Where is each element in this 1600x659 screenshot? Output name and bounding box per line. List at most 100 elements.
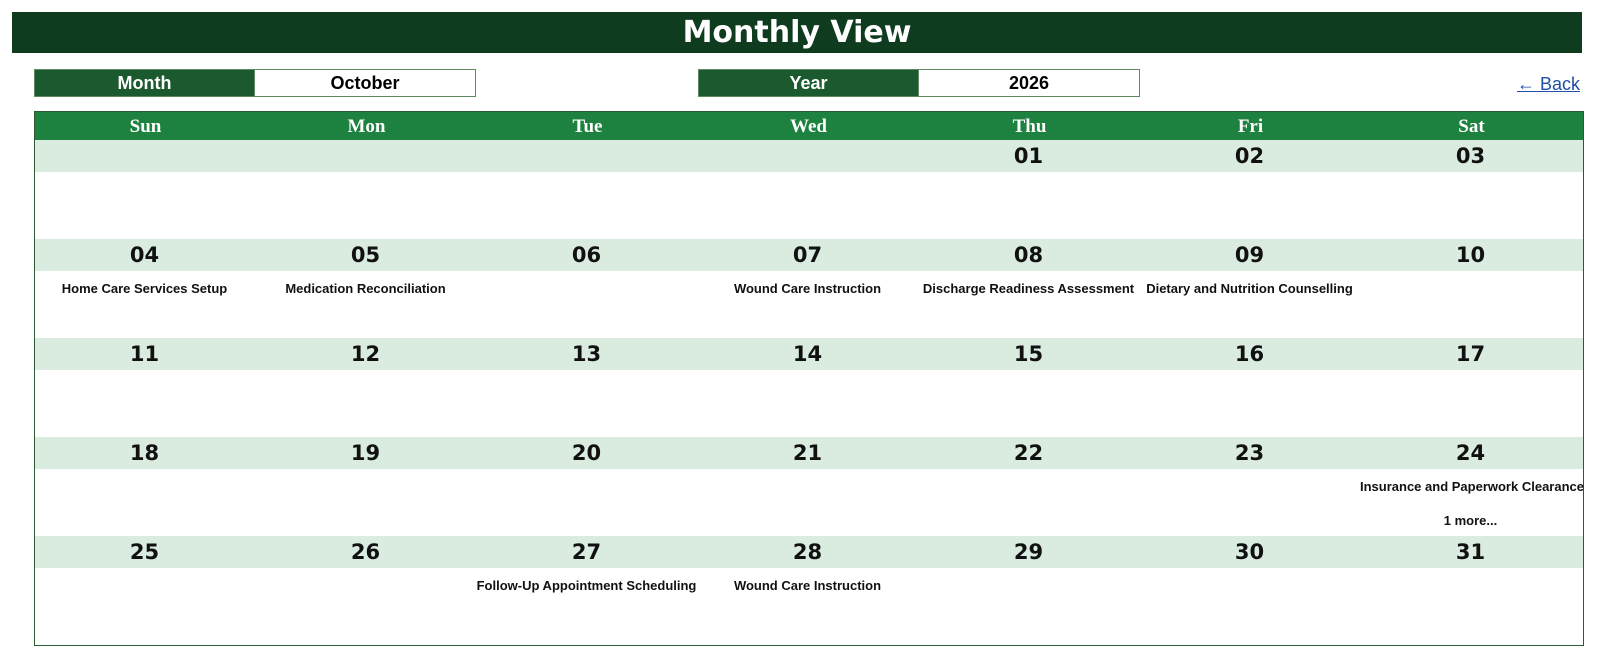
calendar-week: 18 19 20 21 22 23 24 Insurance and Paperwork Cl… — [34, 437, 1584, 538]
more-events-link[interactable]: 1 more... — [1443, 513, 1498, 528]
day-cell[interactable]: 23 — [1139, 437, 1360, 538]
weekday-fri: Fri — [1237, 115, 1264, 137]
day-cell[interactable]: 19 — [255, 437, 476, 538]
day-number: 15 — [1013, 342, 1044, 366]
day-cell[interactable]: 17 — [1360, 338, 1581, 439]
day-number-band — [35, 239, 1583, 271]
day-cell[interactable]: 26 — [255, 536, 476, 637]
day-number-band — [35, 338, 1583, 370]
day-cell — [34, 140, 255, 241]
day-cell[interactable]: 02 — [1139, 140, 1360, 241]
month-label: Month — [34, 69, 255, 97]
weekday-header: Sun Mon Tue Wed Thu Fri Sat — [35, 112, 1583, 141]
day-number: 28 — [792, 540, 823, 564]
day-cell[interactable]: 13 — [476, 338, 697, 439]
calendar-event[interactable]: Wound Care Instruction — [733, 281, 882, 296]
day-cell[interactable]: 25 — [34, 536, 255, 637]
day-cell[interactable]: 08 Discharge Readiness Assessment — [918, 239, 1139, 340]
calendar-event[interactable]: Medication Reconciliation — [285, 281, 446, 296]
calendar-week: 11 12 13 14 15 16 17 — [35, 338, 1583, 439]
calendar-event[interactable]: Discharge Readiness Assessment — [922, 281, 1135, 296]
day-cell[interactable]: 11 — [34, 338, 255, 439]
day-number: 16 — [1234, 342, 1265, 366]
day-number: 25 — [129, 540, 160, 564]
weekday-sun: Sun — [129, 115, 162, 137]
day-cell — [255, 140, 476, 241]
day-number: 26 — [350, 540, 381, 564]
day-number: 22 — [1013, 441, 1044, 465]
day-number: 27 — [571, 540, 602, 564]
calendar-week: 01 02 03 — [35, 140, 1583, 241]
day-cell[interactable]: 01 — [918, 140, 1139, 241]
day-cell[interactable]: 27 Follow-Up Appointment Scheduling — [476, 536, 697, 637]
day-cell[interactable]: 06 — [476, 239, 697, 340]
day-number: 14 — [792, 342, 823, 366]
calendar-week: 04 Home Care Services Setup 05 Medication R… — [35, 239, 1583, 340]
day-number: 05 — [350, 243, 381, 267]
day-cell — [476, 140, 697, 241]
day-cell[interactable]: 15 — [918, 338, 1139, 439]
day-cell — [697, 140, 918, 241]
weekday-wed: Wed — [790, 115, 827, 137]
day-number: 31 — [1455, 540, 1486, 564]
day-number-band — [35, 140, 1583, 172]
calendar-grid: Sun Mon Tue Wed Thu Fri Sat 01 02 03 04 Home… — [34, 111, 1584, 646]
year-label: Year — [698, 69, 919, 97]
day-cell[interactable]: 28 Wound Care Instruction — [697, 536, 918, 637]
day-number-band — [35, 536, 1583, 568]
day-cell[interactable]: 31 — [1360, 536, 1581, 637]
day-number: 12 — [350, 342, 381, 366]
calendar-event[interactable]: Follow-Up Appointment Scheduling — [476, 578, 697, 593]
day-number: 08 — [1013, 243, 1044, 267]
day-cell[interactable]: 12 — [255, 338, 476, 439]
calendar-event[interactable]: Home Care Services Setup — [61, 281, 228, 296]
day-cell[interactable]: 18 — [34, 437, 255, 538]
day-number-band — [35, 437, 1583, 469]
day-cell[interactable]: 09 Dietary and Nutrition Counselling — [1139, 239, 1360, 340]
day-cell[interactable]: 24 Insurance and Paperwork Clearance 1 mor… — [1360, 437, 1584, 538]
calendar-event[interactable]: Wound Care Instruction — [733, 578, 882, 593]
day-number: 21 — [792, 441, 823, 465]
day-cell[interactable]: 16 — [1139, 338, 1360, 439]
day-cell[interactable]: 04 Home Care Services Setup — [34, 239, 255, 340]
year-value[interactable]: 2026 — [919, 69, 1140, 97]
day-number: 23 — [1234, 441, 1265, 465]
day-cell[interactable]: 03 — [1360, 140, 1581, 241]
day-number: 19 — [350, 441, 381, 465]
weekday-mon: Mon — [347, 115, 386, 137]
weekday-thu: Thu — [1012, 115, 1047, 137]
weekday-sat: Sat — [1458, 115, 1485, 137]
day-cell[interactable]: 14 — [697, 338, 918, 439]
day-cell[interactable]: 30 — [1139, 536, 1360, 637]
calendar-event[interactable]: Dietary and Nutrition Counselling — [1146, 281, 1353, 296]
page-title: Monthly View — [12, 12, 1582, 53]
day-cell[interactable]: 29 — [918, 536, 1139, 637]
day-number: 04 — [129, 243, 160, 267]
day-number: 03 — [1455, 144, 1486, 168]
year-selector: Year 2026 — [698, 69, 1140, 97]
day-number: 02 — [1234, 144, 1265, 168]
day-number: 30 — [1234, 540, 1265, 564]
day-number: 01 — [1013, 144, 1044, 168]
day-cell[interactable]: 21 — [697, 437, 918, 538]
day-number: 11 — [129, 342, 160, 366]
month-selector: Month October — [34, 69, 476, 97]
day-cell[interactable]: 22 — [918, 437, 1139, 538]
day-number: 29 — [1013, 540, 1044, 564]
day-cell[interactable]: 07 Wound Care Instruction — [697, 239, 918, 340]
calendar-event[interactable]: Insurance and Paperwork Clearance — [1360, 479, 1584, 494]
day-number: 17 — [1455, 342, 1486, 366]
back-link[interactable]: ← Back — [1517, 74, 1581, 94]
day-number: 24 — [1455, 441, 1486, 465]
month-value[interactable]: October — [255, 69, 476, 97]
day-cell[interactable]: 10 — [1360, 239, 1581, 340]
calendar-week: 25 26 27 Follow-Up Appointment Scheduling 28… — [35, 536, 1583, 637]
day-cell[interactable]: 05 Medication Reconciliation — [255, 239, 476, 340]
day-number: 06 — [571, 243, 602, 267]
day-number: 07 — [792, 243, 823, 267]
day-number: 13 — [571, 342, 602, 366]
weekday-tue: Tue — [572, 115, 603, 137]
day-cell[interactable]: 20 — [476, 437, 697, 538]
day-number: 09 — [1234, 243, 1265, 267]
day-number: 20 — [571, 441, 602, 465]
